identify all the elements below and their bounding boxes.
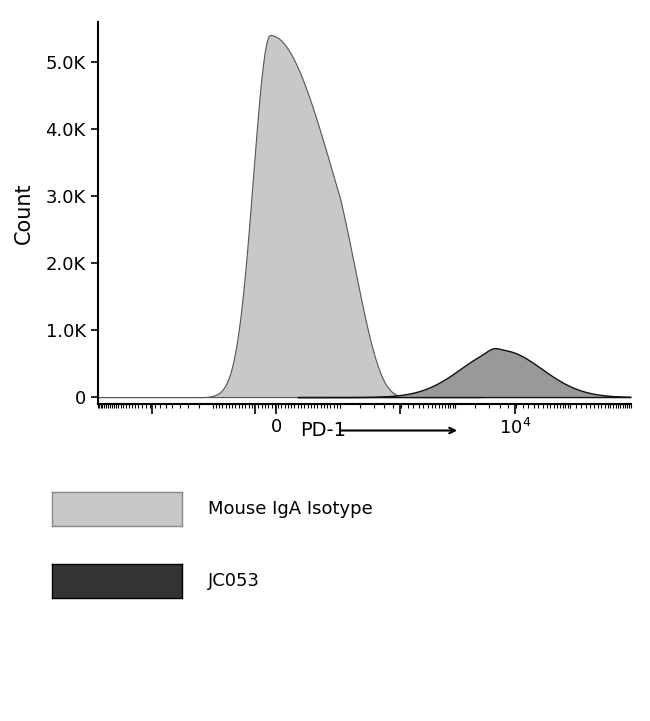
- Text: Mouse IgA Isotype: Mouse IgA Isotype: [208, 500, 372, 518]
- Text: JC053: JC053: [208, 572, 260, 590]
- Text: PD-1: PD-1: [300, 421, 346, 440]
- Y-axis label: Count: Count: [14, 182, 34, 244]
